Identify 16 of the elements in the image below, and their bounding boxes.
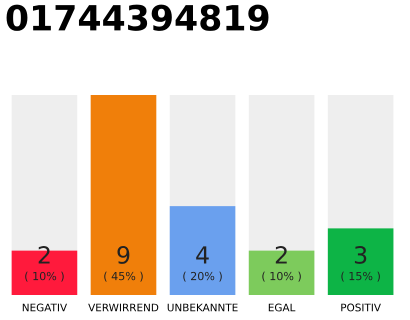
annotation: ( 10% ) xyxy=(262,272,301,282)
data-label: 3 xyxy=(354,246,366,264)
chart-title: 01744394819 xyxy=(6,4,268,31)
annotation: ( 45% ) xyxy=(104,272,143,282)
annotation: ( 15% ) xyxy=(341,272,380,282)
x-tick-label: NEGATIV xyxy=(22,304,68,312)
data-label: 2 xyxy=(38,246,50,264)
data-label: 2 xyxy=(276,246,287,264)
x-tick-label: POSITIV xyxy=(341,304,381,312)
x-tick-label: UNBEKANNTE xyxy=(168,304,238,312)
x-tick-label: VERWIRREND xyxy=(88,304,158,312)
annotation: ( 10% ) xyxy=(25,272,64,282)
data-label: 9 xyxy=(117,246,130,264)
data-label: 4 xyxy=(196,246,209,264)
x-tick-label: EGAL xyxy=(268,304,296,312)
annotation: ( 20% ) xyxy=(183,272,222,282)
